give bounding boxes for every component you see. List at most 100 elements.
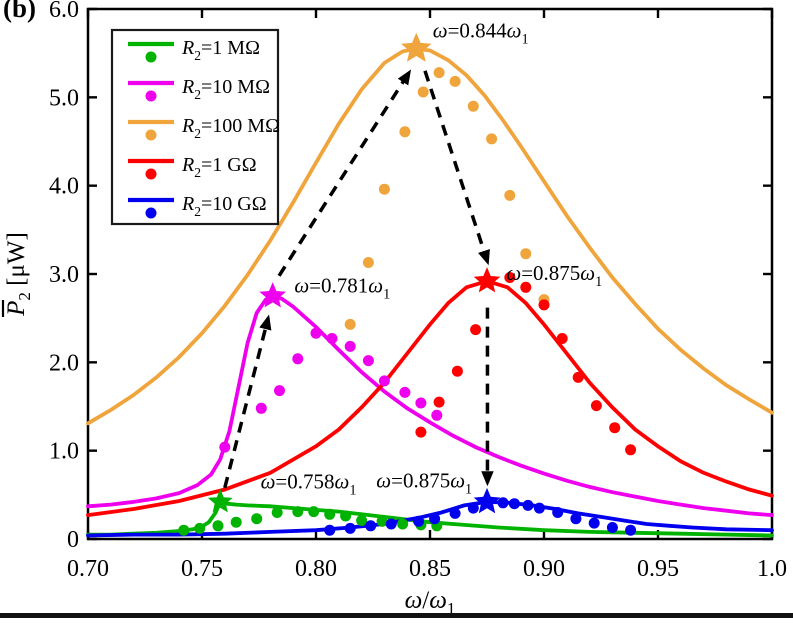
dot-r2-1-gohm xyxy=(470,324,482,336)
transition-arrow-1 xyxy=(223,314,272,489)
dot-r2-10-gohm xyxy=(344,522,356,534)
text-run: ω xyxy=(506,261,521,285)
dot-r2-1-gohm xyxy=(538,299,550,311)
legend-dot-swatch xyxy=(145,51,157,63)
text-run: =0.844 xyxy=(448,18,508,42)
dot-r2-100-mohm xyxy=(467,100,479,112)
legend-label: R2=100 MΩ xyxy=(181,115,280,141)
legend-box xyxy=(110,28,280,226)
dot-r2-10-gohm xyxy=(365,520,377,532)
x-tick-label: 0.95 xyxy=(637,556,679,582)
dot-r2-1-gohm xyxy=(451,365,463,377)
text-run: R xyxy=(181,193,194,215)
dot-r2-10-mohm xyxy=(255,402,267,414)
y-tick-label: 4.0 xyxy=(49,174,79,200)
dot-r2-1-mohm xyxy=(230,516,242,528)
y-axis-label-group: P2 [μW] xyxy=(1,232,34,317)
dot-r2-10-gohm xyxy=(522,499,534,511)
legend-label: R2=1 MΩ xyxy=(181,37,260,63)
legend-item-r2-1-gohm: R2=1 GΩ xyxy=(128,154,257,180)
curve-r2-100-mohm xyxy=(86,46,774,426)
dot-r2-10-gohm xyxy=(467,502,479,514)
text-run: 2 xyxy=(15,292,34,301)
text-run: ω xyxy=(433,18,448,42)
text-run: =1 GΩ xyxy=(201,154,257,176)
arrows-layer xyxy=(223,69,494,489)
dot-r2-10-mohm xyxy=(274,385,285,397)
dot-r2-10-gohm xyxy=(449,507,461,519)
text-run: ω xyxy=(261,470,276,494)
dot-r2-10-gohm xyxy=(413,515,425,527)
peak-star-r2-10-gohm xyxy=(473,487,501,514)
peak-star-r2-1-gohm xyxy=(473,267,501,293)
peak-star-r2-100-mohm xyxy=(401,32,432,62)
dot-r2-10-mohm xyxy=(378,375,390,387)
dot-r2-100-mohm xyxy=(362,257,374,268)
dot-r2-100-mohm xyxy=(433,67,445,79)
x-axis-label: ω/ω1 xyxy=(405,587,456,618)
text-run: =0.758 xyxy=(275,470,334,494)
text-run: 1 xyxy=(383,287,390,303)
dot-r2-1-mohm xyxy=(271,507,283,518)
peak-label-r2-100-mohm: ω=0.844ω1 xyxy=(433,18,529,47)
dot-r2-1-mohm xyxy=(397,518,409,530)
text-run: 2 xyxy=(194,165,201,180)
legend-item-r2-100-mohm: R2=100 MΩ xyxy=(128,115,280,141)
dot-r2-10-mohm xyxy=(310,327,322,339)
dot-r2-10-mohm xyxy=(399,386,411,398)
legend-label: R2=10 GΩ xyxy=(181,193,267,219)
text-run: 2 xyxy=(194,48,201,63)
legend-dot-swatch xyxy=(145,129,157,141)
dot-r2-1-gohm xyxy=(504,272,516,283)
text-run: [μW] xyxy=(3,232,30,292)
x-tick-label: 1.0 xyxy=(757,556,787,582)
dot-r2-1-gohm xyxy=(415,426,427,438)
dot-r2-1-mohm xyxy=(212,520,224,532)
text-run: =0.875 xyxy=(521,261,580,285)
peak-label-r2-10-gohm: ω=0.875ω1 xyxy=(376,468,472,497)
dot-r2-100-mohm xyxy=(378,183,390,195)
text-run: R xyxy=(181,76,194,98)
text-run: =10 MΩ xyxy=(201,76,270,98)
stars-layer xyxy=(207,32,501,514)
dot-r2-10-gohm xyxy=(570,513,582,525)
dot-r2-1-mohm xyxy=(194,522,206,534)
legend-label: R2=1 GΩ xyxy=(181,154,257,180)
legend-label: R2=10 MΩ xyxy=(181,76,270,102)
dot-r2-10-gohm xyxy=(552,507,564,518)
text-run: ω xyxy=(429,587,447,614)
figure-label: (b) xyxy=(3,0,36,23)
text-run: ω xyxy=(405,587,423,614)
text-run: =0.875 xyxy=(391,468,450,492)
y-axis-label: P2 [μW] xyxy=(3,232,34,317)
y-tick-label: 2.0 xyxy=(49,350,79,376)
y-tick-label: 6.0 xyxy=(49,0,79,23)
dot-r2-1-gohm xyxy=(590,400,602,412)
dot-r2-10-gohm xyxy=(588,517,600,529)
dot-r2-100-mohm xyxy=(486,133,498,145)
curve-r2-10-mohm xyxy=(86,294,774,517)
dot-r2-1-gohm xyxy=(520,281,532,293)
bottom-rule xyxy=(0,613,793,618)
dot-r2-1-mohm xyxy=(340,510,352,522)
dot-r2-10-mohm xyxy=(292,353,304,365)
legend-dot-swatch xyxy=(145,168,157,180)
dot-r2-10-mohm xyxy=(326,333,338,344)
text-run: 1 xyxy=(465,481,472,497)
dot-r2-10-gohm xyxy=(324,524,336,536)
text-run: ω xyxy=(450,468,465,492)
text-run: ω xyxy=(335,470,350,494)
legend-dot-swatch xyxy=(145,90,157,102)
x-tick-label: 0.85 xyxy=(409,556,451,582)
text-run: 1 xyxy=(447,599,456,618)
legend-item-r2-10-mohm: R2=10 MΩ xyxy=(128,76,270,102)
x-tick-label: 0.80 xyxy=(295,556,337,582)
dot-r2-100-mohm xyxy=(520,248,532,260)
dot-r2-1-mohm xyxy=(251,513,263,525)
text-run: 2 xyxy=(194,204,201,219)
text-run: ω xyxy=(580,261,595,285)
